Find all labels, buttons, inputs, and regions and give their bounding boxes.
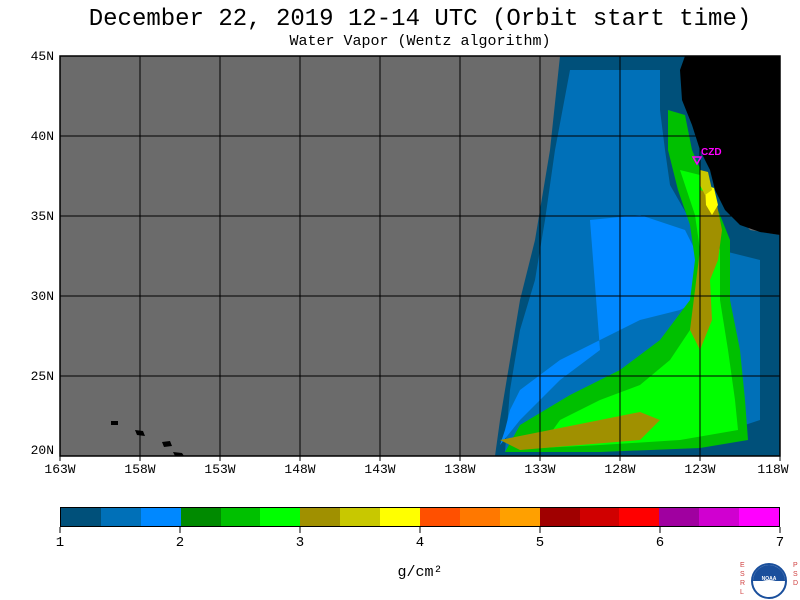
colorbar-segment [619, 508, 660, 526]
station-label-czd: CZD [701, 147, 722, 158]
colorbar-segment [659, 508, 700, 526]
colorbar-segment [220, 508, 261, 526]
station-marker-icon [691, 156, 703, 166]
colorbar-label-1: 1 [55, 535, 65, 551]
lon-label-158w: 158W [124, 462, 156, 477]
lon-label-163w: 163W [44, 462, 76, 477]
colorbar-segment [380, 508, 421, 526]
lon-label-123w: 123W [684, 462, 716, 477]
logo-letter-s2: S [793, 571, 798, 578]
lon-label-118w: 118W [757, 462, 789, 477]
colorbar-segment [459, 508, 500, 526]
island-kauai [111, 421, 118, 425]
colorbar-segment [420, 508, 460, 526]
swath-bright-blue [500, 215, 700, 445]
logo-letter-e: E [740, 562, 745, 569]
colorbar-label-2: 2 [175, 535, 185, 551]
colorbar-unit: g/cm² [397, 564, 443, 581]
colorbar-segment [699, 508, 740, 526]
logo-letter-p: P [793, 562, 798, 569]
island-hawaii [173, 452, 184, 456]
lat-label-30n: 30N [30, 289, 54, 304]
island-maui [162, 441, 172, 447]
lon-label-133w: 133W [524, 462, 556, 477]
colorbar-ticks [59, 527, 781, 533]
colorbar-segment [539, 508, 580, 526]
colorbar-segment [739, 508, 780, 526]
colorbar-segment [180, 508, 221, 526]
lon-label-143w: 143W [364, 462, 396, 477]
colorbar-label-6: 6 [655, 535, 665, 551]
moist-band-olive [690, 190, 722, 350]
colorbar-label-3: 3 [295, 535, 305, 551]
grid-lines [60, 56, 780, 456]
logo-letter-s: S [740, 571, 745, 578]
logo-letter-l: L [740, 589, 744, 596]
lon-label-148w: 148W [284, 462, 316, 477]
lat-label-20n: 20N [30, 443, 54, 458]
map-frame [59, 55, 781, 457]
colorbar-segment [499, 508, 540, 526]
moist-band-bright-green [540, 170, 738, 448]
colorbar-segment [61, 508, 101, 526]
logo-letter-d: D [793, 580, 798, 587]
colorbar-segment [260, 508, 301, 526]
lon-label-153w: 153W [204, 462, 236, 477]
lat-label-40n: 40N [30, 129, 54, 144]
colorbar-segment [100, 508, 141, 526]
land-north-america [680, 56, 780, 235]
colorbar-segment [340, 508, 381, 526]
axis-ticks [59, 456, 781, 461]
moist-core-yellow-green [700, 170, 712, 195]
chart-subtitle: Water Vapor (Wentz algorithm) [289, 33, 551, 50]
colorbar [60, 507, 780, 527]
lat-label-25n: 25N [30, 369, 54, 384]
lat-label-35n: 35N [30, 209, 54, 224]
lon-label-128w: 128W [604, 462, 636, 477]
svg-text:NOAA: NOAA [762, 576, 777, 582]
colorbar-segment [300, 508, 341, 526]
logo-letter-r: R [740, 580, 745, 587]
colorbar-label-7: 7 [775, 535, 785, 551]
colorbar-label-5: 5 [535, 535, 545, 551]
lat-label-45n: 45N [30, 49, 54, 64]
colorbar-label-4: 4 [415, 535, 425, 551]
lon-label-138w: 138W [444, 462, 476, 477]
colorbar-segment [140, 508, 181, 526]
noaa-esrl-psd-logo: E S R L NOAA P S D [740, 562, 798, 599]
chart-title: December 22, 2019 12-14 UTC (Orbit start… [88, 6, 752, 33]
colorbar-segment [579, 508, 620, 526]
